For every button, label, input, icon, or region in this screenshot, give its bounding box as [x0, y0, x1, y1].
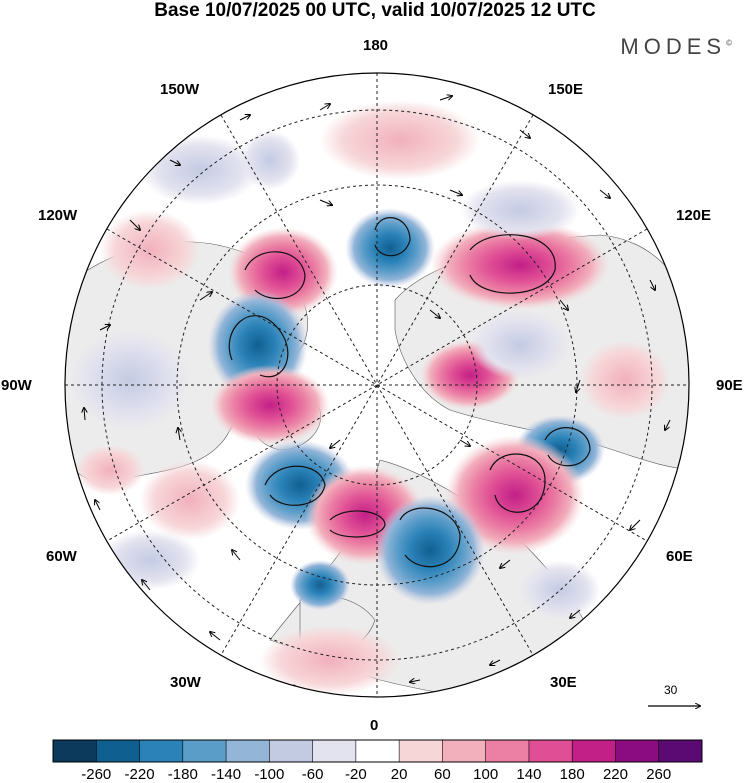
- colorbar-swatch: [269, 740, 314, 762]
- colorbar-tick-label: -100: [254, 766, 285, 783]
- colorbar-swatch: [528, 740, 573, 762]
- colorbar-tick-label: 260: [646, 766, 672, 783]
- lon-label-150w: 150W: [160, 81, 200, 98]
- colorbar-border: [52, 739, 703, 763]
- brand-logo: MODES©: [620, 34, 732, 59]
- colorbar-tick-label: -260: [81, 766, 112, 783]
- colorbar-tick-label: -220: [124, 766, 155, 783]
- colorbar-swatch: [658, 740, 703, 762]
- colorbar-tick-label: -140: [211, 766, 242, 783]
- height-contours: [228, 217, 591, 568]
- colorbar-swatch: [312, 740, 357, 762]
- colorbar-swatch: [399, 740, 443, 762]
- colorbar-swatch: [615, 740, 660, 762]
- colorbar-tick-label: 180: [559, 766, 585, 783]
- colorbar-tick-label: -60: [301, 766, 324, 783]
- lon-label-180: 180: [363, 37, 389, 54]
- lon-label-30w: 30W: [170, 674, 201, 691]
- map-title: Base 10/07/2025 00 UTC, valid 10/07/2025…: [154, 0, 596, 21]
- colorbar-swatch: [226, 740, 270, 762]
- map-field: [65, 73, 689, 697]
- colorbar-swatch: [182, 740, 227, 762]
- colorbar-swatch: [355, 740, 400, 762]
- colorbar-tick-label: 220: [602, 766, 628, 783]
- lon-label-90e: 90E: [716, 377, 743, 394]
- graticule: [65, 73, 689, 697]
- vector-scale-label: 30: [664, 683, 678, 697]
- colorbar-swatch: [96, 740, 141, 762]
- colorbar-swatch: [53, 740, 97, 762]
- colorbar-swatch: [442, 740, 487, 762]
- map-boundary: [64, 72, 690, 698]
- wind-vectors: [84, 96, 671, 690]
- lon-label-60w: 60W: [46, 548, 77, 565]
- lon-label-150e: 150E: [548, 81, 584, 98]
- colorbar-tick-label: 60: [434, 766, 451, 783]
- colorbar-tick-label: -20: [345, 766, 367, 783]
- colorbar-swatch: [572, 740, 616, 762]
- colorbar-swatch: [139, 740, 184, 762]
- colorbar-tick-label: 100: [473, 766, 499, 783]
- colorbar: [52, 739, 703, 763]
- colorbar-tick-label: 20: [390, 766, 408, 783]
- colorbar-swatch: [485, 740, 530, 762]
- lon-label-0: 0: [370, 717, 379, 734]
- lon-label-120w: 120W: [38, 207, 78, 224]
- colorbar-tick-label: -180: [167, 766, 198, 783]
- lon-label-120e: 120E: [676, 207, 712, 224]
- lon-label-60e: 60E: [666, 548, 693, 565]
- colorbar-tick-label: 140: [516, 766, 542, 783]
- lon-label-30e: 30E: [550, 674, 577, 691]
- lon-label-90w: 90W: [1, 377, 32, 394]
